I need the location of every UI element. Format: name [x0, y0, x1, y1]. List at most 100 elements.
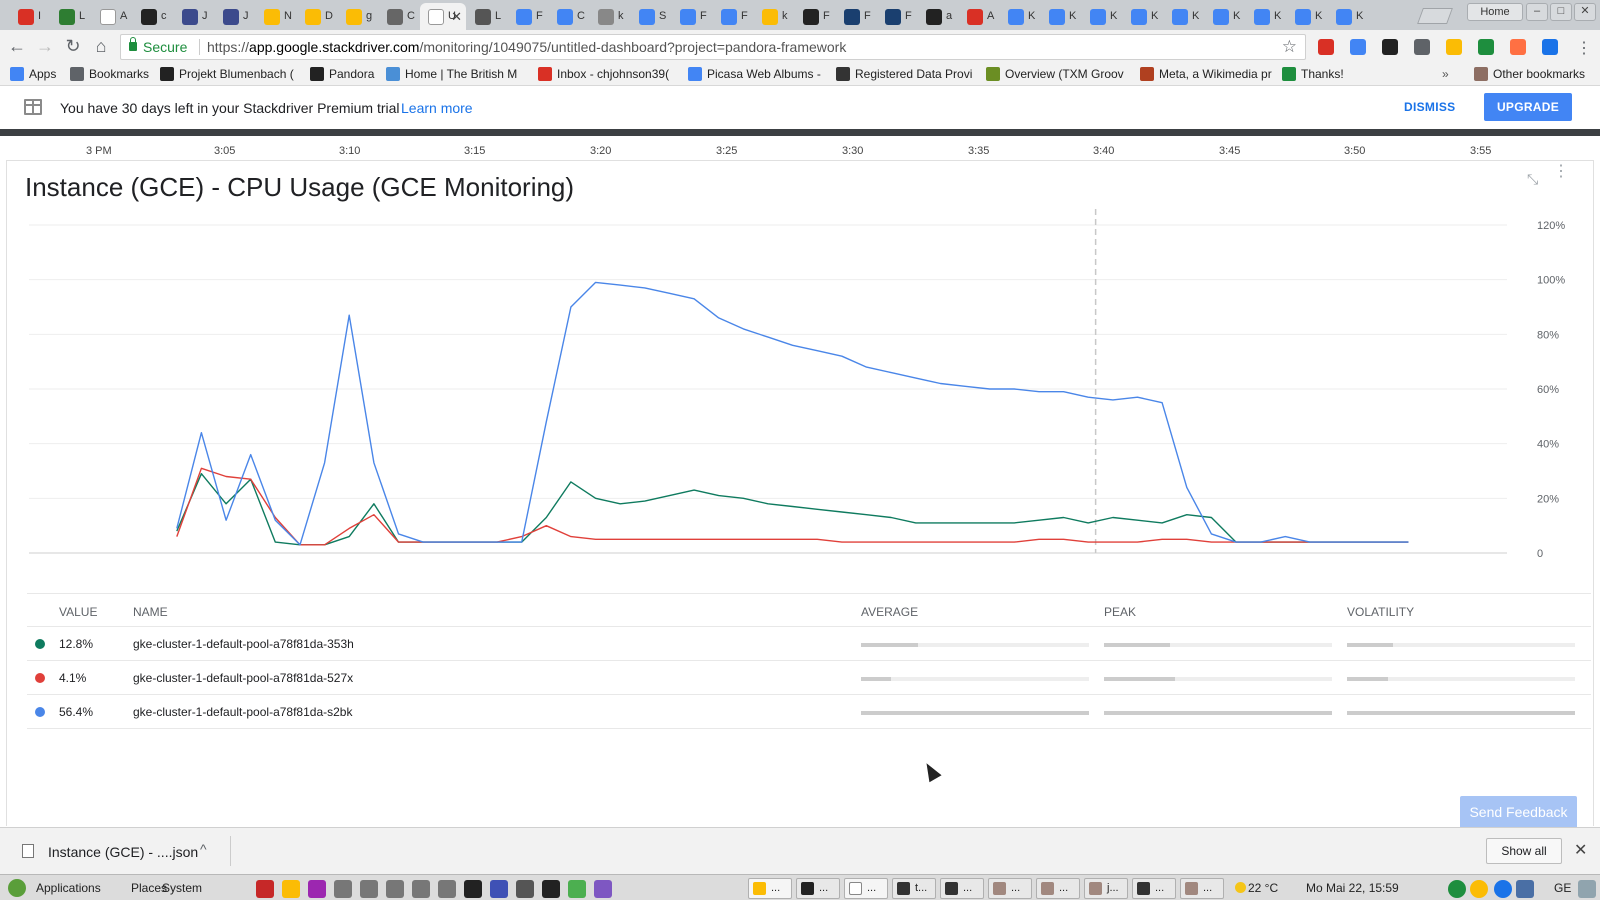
header-peak[interactable]: PEAK	[1104, 605, 1137, 619]
system-menu[interactable]: System	[162, 881, 203, 895]
browser-tab[interactable]: J	[174, 3, 214, 30]
browser-tab[interactable]: F	[836, 3, 876, 30]
compress-icon[interactable]: ⤡	[1527, 171, 1539, 187]
browser-tab[interactable]: F	[877, 3, 917, 30]
browser-tab[interactable]: K	[1082, 3, 1122, 30]
launcher-icon[interactable]	[360, 880, 378, 898]
browser-menu-icon[interactable]: ⋮	[1576, 40, 1592, 57]
bookmark-star-icon[interactable]: ☆	[1281, 37, 1297, 56]
bookmark-item[interactable]: Pandora	[310, 67, 374, 81]
bluetooth-icon[interactable]	[1494, 880, 1512, 898]
legend-row[interactable]: 56.4% gke-cluster-1-default-pool-a78f81da…	[27, 695, 1591, 729]
legend-row[interactable]: 4.1% gke-cluster-1-default-pool-a78f81da-…	[27, 661, 1591, 695]
browser-tab[interactable]: J	[215, 3, 255, 30]
browser-tab[interactable]: A	[959, 3, 999, 30]
launcher-icon[interactable]	[568, 880, 586, 898]
launcher-icon[interactable]	[334, 880, 352, 898]
launcher-icon[interactable]	[594, 880, 612, 898]
taskbar-window-button[interactable]: ...	[1036, 878, 1080, 899]
launcher-icon[interactable]	[516, 880, 534, 898]
forward-arrow-icon[interactable]: →	[36, 36, 54, 56]
browser-tab[interactable]: K	[1287, 3, 1327, 30]
browser-tab[interactable]: K	[1164, 3, 1204, 30]
extension-icon[interactable]	[1414, 39, 1430, 55]
browser-tab[interactable]: F	[713, 3, 753, 30]
taskbar-window-button[interactable]: ...	[796, 878, 840, 899]
chrome-tray-icon[interactable]	[1470, 880, 1488, 898]
bookmark-item[interactable]: Inbox - chjohnson39(	[538, 67, 669, 81]
extension-icon[interactable]	[1510, 39, 1526, 55]
update-badge-icon[interactable]	[1448, 880, 1466, 898]
header-average[interactable]: AVERAGE	[861, 605, 919, 619]
series-line-2[interactable]	[176, 467, 1409, 546]
extension-icon[interactable]	[1382, 39, 1398, 55]
browser-tab[interactable]: a	[918, 3, 958, 30]
bookmark-item[interactable]: Thanks!	[1282, 67, 1344, 81]
browser-tab[interactable]: N	[256, 3, 296, 30]
taskbar-window-button[interactable]: ...	[940, 878, 984, 899]
extension-icon[interactable]	[1318, 39, 1334, 55]
distro-logo-icon[interactable]	[8, 879, 26, 897]
send-feedback-button[interactable]: Send Feedback	[1460, 796, 1577, 828]
browser-tab[interactable]: S	[631, 3, 671, 30]
launcher-icon[interactable]	[256, 880, 274, 898]
browser-tab[interactable]: c	[133, 3, 173, 30]
window-home-label[interactable]: Home	[1467, 3, 1523, 21]
extension-icon[interactable]	[1350, 39, 1366, 55]
browser-tab[interactable]: K	[1041, 3, 1081, 30]
show-all-button[interactable]: Show all	[1486, 838, 1562, 864]
bookmark-item[interactable]: Apps	[10, 67, 56, 81]
extension-icon[interactable]	[1446, 39, 1462, 55]
clock[interactable]: Mo Mai 22, 15:59	[1306, 881, 1399, 895]
launcher-icon[interactable]	[490, 880, 508, 898]
taskbar-window-button[interactable]: t...	[892, 878, 936, 899]
bookmark-item[interactable]: Overview (TXM Groov	[986, 67, 1124, 81]
maximize-icon[interactable]: □	[1550, 3, 1572, 21]
taskbar-window-button[interactable]: ...	[748, 878, 792, 899]
more-vert-icon[interactable]: ⋮	[1553, 163, 1569, 180]
download-item[interactable]: Instance (GCE) - ....json	[48, 844, 199, 860]
browser-tab[interactable]: F	[795, 3, 835, 30]
browser-tab[interactable]: K	[1246, 3, 1286, 30]
launcher-icon[interactable]	[412, 880, 430, 898]
url-text[interactable]: https://app.google.stackdriver.com/monit…	[207, 35, 846, 59]
reload-icon[interactable]: ↻	[65, 36, 81, 56]
browser-tab[interactable]: k	[590, 3, 630, 30]
upgrade-button[interactable]: UPGRADE	[1484, 93, 1572, 121]
keyboard-layout[interactable]: GE	[1554, 881, 1572, 895]
back-arrow-icon[interactable]: ←	[8, 36, 26, 56]
extension-icon[interactable]	[1478, 39, 1494, 55]
browser-tab[interactable]: C	[379, 3, 419, 30]
weather-readout[interactable]: 22 °C	[1248, 881, 1279, 895]
new-tab-button[interactable]	[1417, 8, 1453, 24]
browser-tab[interactable]: L	[51, 3, 91, 30]
dismiss-button[interactable]: DISMISS	[1404, 100, 1456, 114]
browser-tab[interactable]: F	[672, 3, 712, 30]
browser-tab[interactable]: K	[1123, 3, 1163, 30]
taskbar-window-button[interactable]: ...	[844, 878, 888, 899]
launcher-icon[interactable]	[464, 880, 482, 898]
browser-tab[interactable]: A	[92, 3, 132, 30]
taskbar-window-button[interactable]: ...	[1132, 878, 1176, 899]
bookmark-item[interactable]: Registered Data Provi	[836, 67, 972, 81]
bookmark-item[interactable]: Meta, a Wikimedia pr	[1140, 67, 1272, 81]
close-icon[interactable]: ✕	[1574, 842, 1588, 859]
launcher-icon[interactable]	[386, 880, 404, 898]
browser-tab[interactable]: U ✕	[420, 3, 466, 30]
browser-tab[interactable]: k	[754, 3, 794, 30]
minimize-icon[interactable]: –	[1526, 3, 1548, 21]
taskbar-window-button[interactable]: j...	[1084, 878, 1128, 899]
browser-tab[interactable]: C	[549, 3, 589, 30]
header-volatility[interactable]: VOLATILITY	[1347, 605, 1415, 619]
bookmark-item[interactable]: Picasa Web Albums -	[688, 67, 821, 81]
launcher-icon[interactable]	[282, 880, 300, 898]
extension-icon[interactable]	[1542, 39, 1558, 55]
clipboard-icon[interactable]	[1578, 880, 1596, 898]
applications-menu[interactable]: Applications	[36, 881, 101, 895]
home-icon[interactable]: ⌂	[95, 36, 107, 56]
places-menu[interactable]: Places	[131, 881, 168, 895]
series-line-3[interactable]	[176, 281, 1409, 546]
header-name[interactable]: NAME	[133, 605, 168, 619]
launcher-icon[interactable]	[542, 880, 560, 898]
legend-row[interactable]: 12.8% gke-cluster-1-default-pool-a78f81da…	[27, 627, 1591, 661]
